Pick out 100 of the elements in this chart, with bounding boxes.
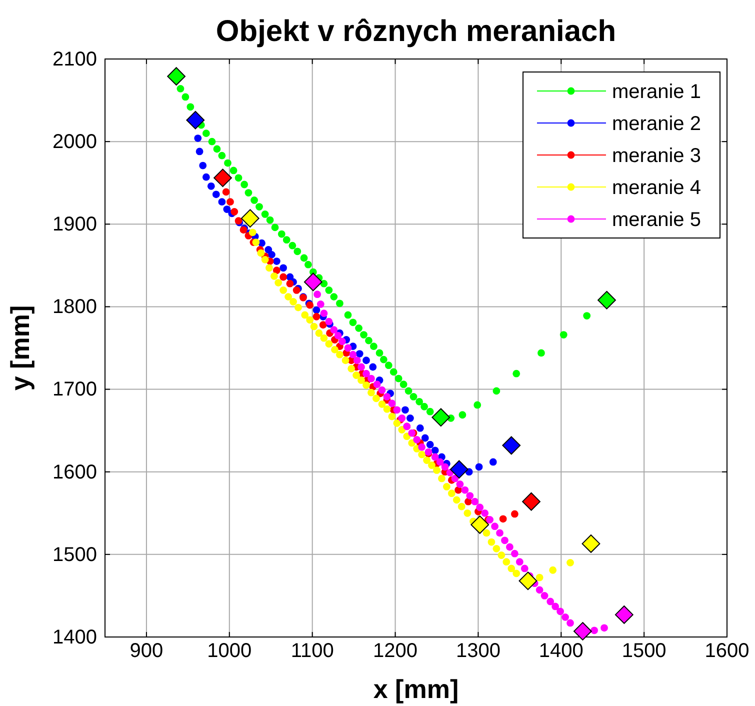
point	[536, 586, 544, 594]
point	[194, 134, 202, 142]
point	[393, 419, 401, 427]
point	[383, 393, 391, 400]
point	[552, 602, 560, 610]
point	[520, 564, 528, 572]
point	[358, 376, 365, 384]
point	[369, 363, 377, 371]
point	[546, 598, 554, 606]
point	[213, 145, 221, 153]
point	[402, 406, 409, 414]
point	[320, 310, 328, 318]
x-axis-title: x [mm]	[373, 674, 459, 704]
point	[496, 529, 504, 537]
point	[413, 436, 421, 444]
point	[286, 280, 294, 288]
point	[370, 342, 378, 350]
point	[566, 558, 574, 566]
x-tick-label: 1000	[207, 640, 252, 662]
point	[304, 260, 312, 268]
point	[208, 138, 216, 146]
point	[428, 462, 436, 469]
point	[423, 456, 430, 464]
point	[431, 446, 439, 454]
point	[410, 393, 418, 400]
x-tick-label: 1300	[456, 640, 500, 662]
point	[421, 434, 429, 442]
point	[362, 356, 370, 364]
point	[280, 286, 288, 294]
point	[167, 67, 186, 86]
point	[331, 346, 338, 354]
point	[549, 566, 557, 574]
point	[349, 350, 357, 358]
point	[304, 272, 322, 292]
point	[384, 362, 392, 370]
point	[272, 258, 280, 265]
point	[240, 209, 260, 228]
point	[212, 190, 220, 198]
point	[450, 460, 468, 479]
point	[196, 148, 204, 156]
point	[207, 182, 215, 190]
point	[360, 331, 368, 338]
point	[512, 370, 520, 378]
point	[240, 180, 248, 188]
point	[294, 248, 302, 256]
point	[290, 298, 297, 306]
point	[458, 411, 466, 419]
x-tick-label: 1600	[704, 640, 750, 662]
point	[316, 300, 324, 308]
point	[426, 408, 434, 416]
point	[512, 570, 520, 578]
point	[540, 592, 548, 600]
point	[614, 606, 634, 624]
point	[315, 329, 323, 337]
point	[319, 321, 327, 329]
y-tick-label: 2000	[52, 130, 97, 153]
point	[538, 349, 545, 357]
point	[266, 264, 273, 272]
point	[312, 312, 320, 320]
x-tick-label: 1200	[373, 640, 418, 662]
point	[471, 498, 479, 506]
point	[510, 550, 518, 558]
x-tick-label: 900	[130, 640, 164, 662]
point	[250, 196, 258, 204]
point	[433, 466, 440, 474]
y-tick-label: 1700	[52, 378, 97, 401]
point	[248, 228, 256, 236]
point	[470, 516, 490, 534]
point	[403, 432, 411, 440]
point	[456, 480, 464, 488]
point	[373, 380, 381, 388]
point	[284, 293, 292, 301]
point	[499, 515, 507, 523]
point	[461, 486, 469, 494]
point	[218, 152, 226, 160]
point	[474, 401, 482, 409]
point	[416, 424, 424, 432]
y-tick-label: 1500	[52, 544, 97, 566]
chart-title: Objekt v rôznych meraniach	[216, 15, 616, 48]
point	[582, 534, 600, 553]
point	[256, 203, 263, 211]
point	[344, 311, 352, 319]
point	[182, 93, 190, 101]
x-tick-label: 1100	[290, 640, 334, 662]
point	[380, 356, 388, 364]
point	[556, 608, 564, 616]
point	[502, 558, 510, 566]
point	[306, 316, 314, 324]
point	[353, 356, 361, 364]
point	[202, 173, 210, 181]
point	[214, 168, 232, 188]
point	[226, 198, 234, 206]
point	[378, 386, 386, 394]
point	[344, 344, 352, 352]
point	[176, 85, 184, 92]
point	[336, 350, 344, 358]
point	[320, 334, 328, 342]
point	[224, 159, 232, 167]
point	[432, 408, 450, 427]
point	[234, 174, 242, 182]
